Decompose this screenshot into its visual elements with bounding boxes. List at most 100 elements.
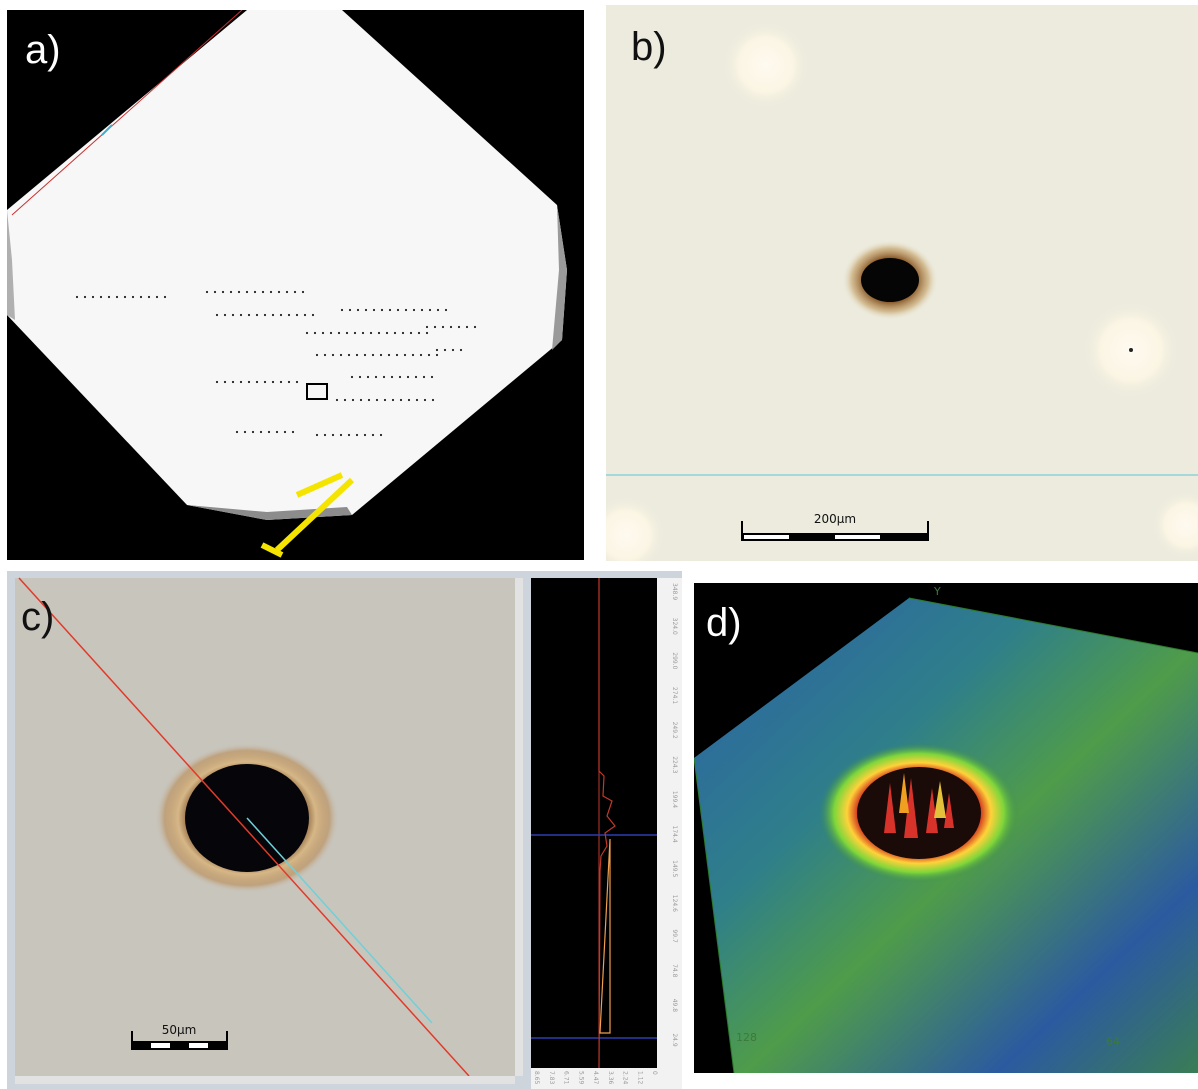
wafer-dot (247, 380, 251, 384)
wafer-dot (329, 331, 333, 335)
wafer-dot (245, 290, 249, 294)
wafer-dot (415, 398, 419, 402)
wafer-dot (435, 348, 439, 352)
panel-c-profile-view: 50µm 348.9 324.0 299.0 274.1 249.2 224.3 199.4… (7, 571, 682, 1089)
wafer-dot (147, 295, 151, 299)
wafer-dot (350, 375, 354, 379)
wafer-dot (433, 325, 437, 329)
profile-x-tick: 8.65 (533, 1071, 540, 1085)
profile-x-tick: 7.83 (548, 1071, 555, 1085)
wafer-dot (403, 353, 407, 357)
wafer-dot (315, 353, 319, 357)
wafer-dot (277, 290, 281, 294)
wafer-dot (293, 290, 297, 294)
wafer-dot (374, 375, 378, 379)
wafer-dot (435, 353, 439, 357)
wafer-dot (430, 375, 434, 379)
wafer-dot (355, 353, 359, 357)
wafer-dot (239, 380, 243, 384)
wafer-dot (155, 295, 159, 299)
wafer-dot (279, 380, 283, 384)
wafer-dot (91, 295, 95, 299)
profile-y-tick: 249.2 (671, 722, 678, 739)
wafer-dot (271, 313, 275, 317)
wafer-dot (215, 380, 219, 384)
wafer-dot (279, 313, 283, 317)
wafer-dot (420, 308, 424, 312)
wafer-dot-rows (75, 290, 477, 437)
wafer-dot (375, 398, 379, 402)
wafer-dot (239, 313, 243, 317)
wafer-dot (267, 430, 271, 434)
wafer-dot (377, 331, 381, 335)
wafer-dot (401, 331, 405, 335)
wafer-dot (427, 353, 431, 357)
wafer-dot (353, 331, 357, 335)
panel-b-optical-image: 200µm b) (606, 5, 1198, 561)
wafer-dot (411, 353, 415, 357)
wafer-dot (235, 430, 239, 434)
yellow-marker (260, 472, 355, 558)
wafer-dot (419, 353, 423, 357)
wafer-dot (347, 433, 351, 437)
wafer-dot (253, 290, 257, 294)
wafer-dot (412, 308, 416, 312)
wafer-dot (255, 380, 259, 384)
wafer-dot (339, 353, 343, 357)
wafer-dot (291, 430, 295, 434)
wafer-dot (215, 313, 219, 317)
wafer-dot (380, 308, 384, 312)
wafer-dot (417, 331, 421, 335)
wafer-dot (364, 308, 368, 312)
wafer-dot (444, 308, 448, 312)
wafer-dot (131, 295, 135, 299)
wafer-dot (283, 430, 287, 434)
wafer-dot (359, 398, 363, 402)
wafer-dot (323, 353, 327, 357)
wafer-dot (436, 308, 440, 312)
crater-3d-render: Y 128 64 (694, 585, 1198, 1073)
profile-x-tick: 4.47 (592, 1071, 599, 1085)
wafer-dot (229, 290, 233, 294)
wafer-dot (383, 398, 387, 402)
wafer-dot (406, 375, 410, 379)
wafer-dot (431, 398, 435, 402)
wafer-dot (255, 313, 259, 317)
wafer-dot (404, 308, 408, 312)
profile-y-tick: 124.6 (671, 895, 678, 912)
panel-a-label: a) (25, 28, 61, 72)
wafer-dot (351, 398, 355, 402)
wafer-dot (123, 295, 127, 299)
selection-box (306, 383, 328, 400)
wafer-dot (372, 308, 376, 312)
wafer-dot (287, 380, 291, 384)
crater-optical-image: 200µm (606, 20, 1198, 561)
wafer-dot (395, 353, 399, 357)
profile-y-tick: 274.1 (671, 687, 678, 704)
wafer-dot (301, 290, 305, 294)
horizontal-scrollbar[interactable] (15, 1076, 515, 1084)
profile-x-tick: 2.24 (622, 1071, 629, 1085)
wafer-dot (263, 313, 267, 317)
wafer-dot (465, 325, 469, 329)
scale-bar-200um (741, 521, 929, 541)
wafer-dot (390, 375, 394, 379)
panel-a-wafer-map: a) (7, 10, 584, 560)
wafer-dot (409, 331, 413, 335)
axis-y-label: Y (933, 585, 941, 598)
wafer-dot (422, 375, 426, 379)
scale-bar-50um (131, 1031, 228, 1050)
profile-y-tick: 299.0 (671, 652, 678, 669)
wafer-dot (428, 308, 432, 312)
wafer-dot (425, 325, 429, 329)
crater-profile-image: 50µm 348.9 324.0 299.0 274.1 249.2 224.3 199.4… (15, 577, 682, 1089)
panel-c-label: c) (21, 595, 55, 639)
profile-x-tick: 3.36 (607, 1071, 614, 1085)
vertical-scrollbar[interactable] (515, 578, 523, 1076)
wafer-dot (285, 290, 289, 294)
wafer-dot (367, 398, 371, 402)
wafer-dot (331, 353, 335, 357)
wafer-dot (295, 313, 299, 317)
wafer-dot (396, 308, 400, 312)
crater-spikes (884, 773, 954, 838)
